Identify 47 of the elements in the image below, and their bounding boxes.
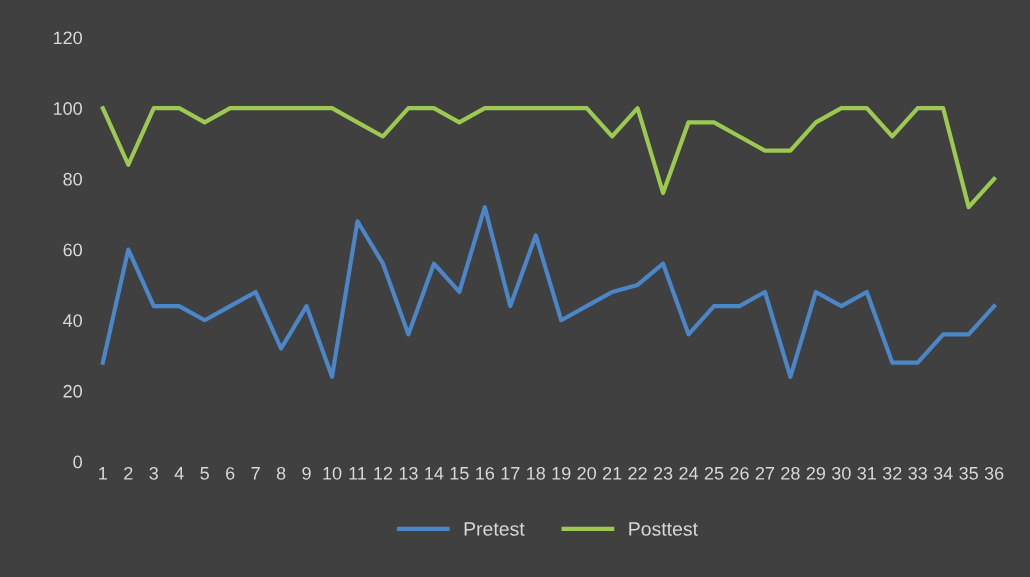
x-tick-label: 30 bbox=[831, 466, 851, 480]
x-tick-label: 11 bbox=[349, 467, 366, 480]
x-tick-label: 31 bbox=[857, 466, 876, 480]
x-tick-label: 24 bbox=[679, 466, 699, 480]
x-tick-label: 34 bbox=[933, 466, 953, 480]
x-tick-label: 19 bbox=[552, 466, 571, 480]
x-tick-label: 10 bbox=[323, 466, 342, 480]
x-tick-label: 4 bbox=[174, 467, 184, 480]
x-tick-label: 5 bbox=[200, 467, 209, 480]
x-tick-label: 2 bbox=[124, 466, 133, 480]
y-tick-label: 60 bbox=[63, 243, 82, 257]
x-tick-label: 23 bbox=[653, 466, 673, 480]
line-series bbox=[100, 106, 997, 210]
legend-label: Pretest bbox=[464, 522, 525, 536]
x-tick-label: 26 bbox=[730, 466, 749, 480]
y-tick-label: 0 bbox=[73, 455, 82, 469]
y-tick-label: 100 bbox=[53, 102, 82, 115]
x-tick-label: 8 bbox=[276, 466, 286, 480]
x-tick-label: 33 bbox=[908, 466, 927, 480]
x-tick-label: 20 bbox=[577, 466, 597, 480]
x-tick-label: 12 bbox=[374, 466, 393, 480]
line-series bbox=[100, 205, 997, 379]
x-tick-label: 1 bbox=[99, 467, 107, 480]
x-tick-label: 29 bbox=[806, 466, 826, 480]
x-tick-label: 36 bbox=[984, 466, 1004, 480]
x-tick-label: 3 bbox=[149, 466, 158, 480]
x-tick-label: 6 bbox=[226, 466, 235, 480]
x-tick-label: 17 bbox=[501, 467, 520, 480]
x-tick-label: 32 bbox=[882, 466, 902, 480]
x-tick-label: 27 bbox=[755, 466, 775, 480]
x-tick-label: 35 bbox=[959, 466, 978, 480]
y-tick-label: 40 bbox=[63, 314, 82, 327]
x-tick-label: 14 bbox=[425, 467, 444, 480]
x-tick-label: 21 bbox=[603, 466, 622, 480]
x-tick-label: 28 bbox=[781, 466, 800, 480]
x-tick-label: 9 bbox=[302, 466, 311, 480]
x-tick-label: 13 bbox=[399, 466, 418, 480]
legend-label: Posttest bbox=[629, 522, 698, 536]
x-tick-label: 7 bbox=[251, 467, 260, 480]
y-tick-label: 20 bbox=[63, 384, 82, 398]
x-tick-label: 18 bbox=[527, 466, 545, 480]
x-tick-label: 15 bbox=[450, 467, 469, 480]
x-tick-label: 16 bbox=[476, 466, 495, 480]
x-tick-label: 22 bbox=[628, 466, 647, 480]
x-tick-label: 25 bbox=[704, 466, 724, 480]
y-tick-label: 120 bbox=[53, 31, 82, 45]
y-tick-label: 80 bbox=[63, 172, 82, 186]
